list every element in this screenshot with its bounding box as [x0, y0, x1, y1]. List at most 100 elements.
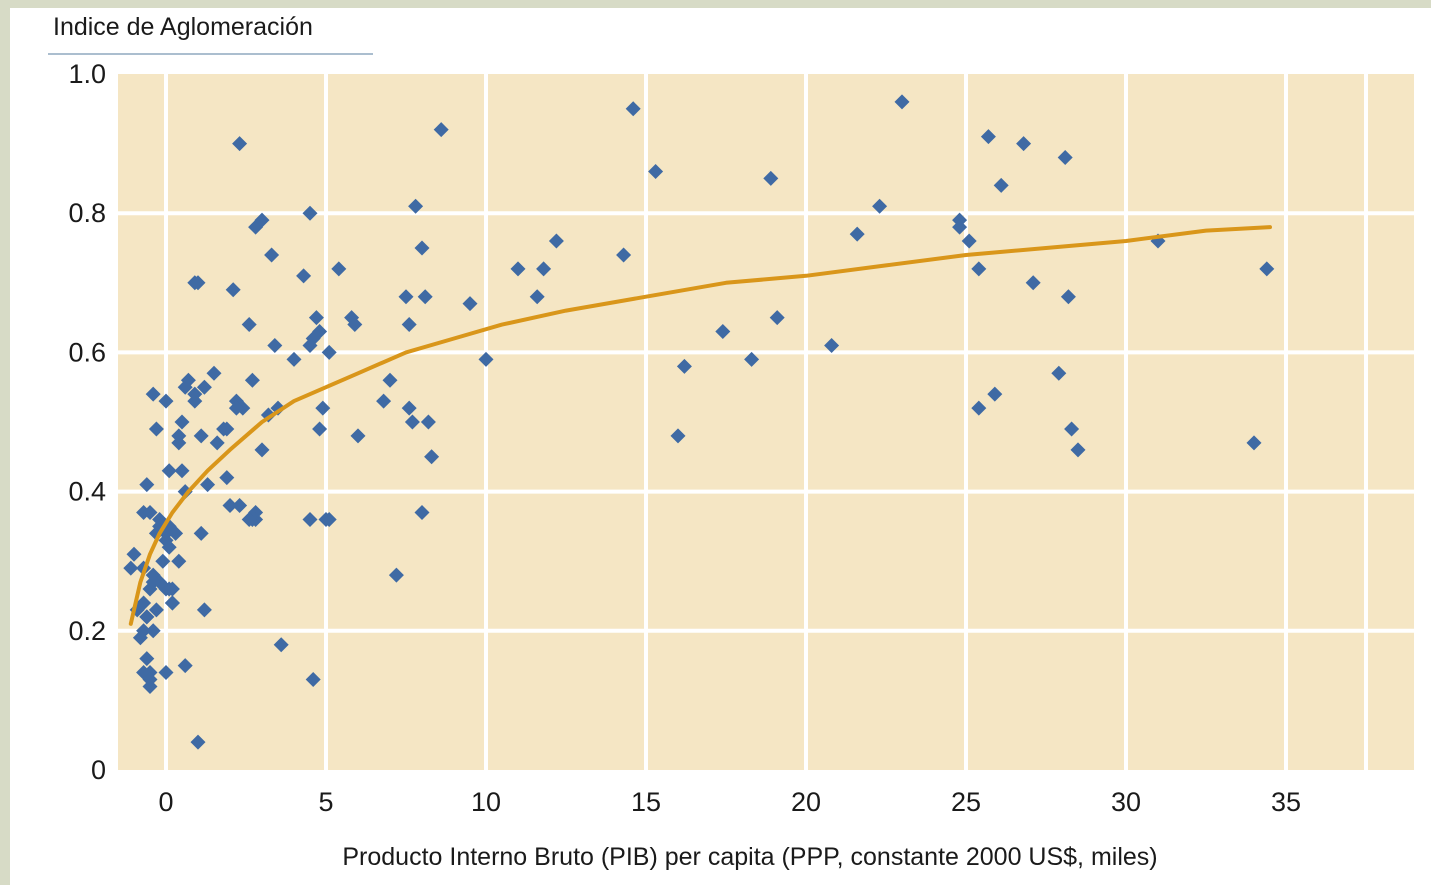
scatter-point — [1016, 136, 1032, 152]
scatter-point — [232, 498, 248, 514]
scatter-point — [401, 317, 417, 333]
scatter-point — [219, 470, 235, 486]
scatter-point — [648, 163, 664, 179]
scatter-point — [1246, 435, 1262, 451]
scatter-point — [414, 504, 430, 520]
scatter-point — [1259, 261, 1275, 277]
scatter-point — [244, 372, 260, 388]
scatter-point — [676, 358, 692, 374]
scatter-point — [254, 442, 270, 458]
scatter-point — [142, 504, 158, 520]
scatter-point — [136, 623, 152, 639]
scatter-point — [993, 177, 1009, 193]
scatter-point — [1064, 421, 1080, 437]
scatter-point — [171, 553, 187, 569]
scatter-point — [206, 365, 222, 381]
scatter-point — [961, 233, 977, 249]
scatter-point — [148, 602, 164, 618]
scatter-point — [209, 435, 225, 451]
scatter-point — [139, 609, 155, 625]
scatter-point — [225, 282, 241, 298]
x-tick-label: 25 — [951, 787, 981, 817]
grid — [118, 74, 1414, 770]
scatter-point — [126, 546, 142, 562]
scatter-point — [388, 567, 404, 583]
y-tick-label: 0 — [91, 755, 106, 785]
y-axis-label: Indice de Aglomeración — [53, 13, 313, 41]
scatter-point — [168, 525, 184, 541]
scatter-point — [148, 421, 164, 437]
scatter-point — [305, 672, 321, 688]
x-tick-label: 5 — [318, 787, 333, 817]
scatter-point — [744, 351, 760, 367]
trend-layer — [128, 225, 1272, 626]
scatter-point — [158, 665, 174, 681]
scatter-point — [763, 170, 779, 186]
scatter-point — [264, 247, 280, 263]
scatter-point — [145, 574, 161, 590]
y-tick-label: 0.8 — [68, 198, 106, 228]
scatter-point — [139, 477, 155, 493]
scatter-point — [296, 268, 312, 284]
x-tick-label: 10 — [471, 787, 501, 817]
scatter-point — [241, 317, 257, 333]
scatter-point — [404, 414, 420, 430]
scatter-point — [529, 289, 545, 305]
scatter-point — [510, 261, 526, 277]
scatter-point — [670, 428, 686, 444]
scatter-point — [398, 289, 414, 305]
scatter-point — [321, 344, 337, 360]
scatter-point — [158, 393, 174, 409]
scatter-point — [196, 379, 212, 395]
scatter-point — [420, 414, 436, 430]
scatter-point — [200, 477, 216, 493]
scatter-point — [616, 247, 632, 263]
scatter-point — [312, 421, 328, 437]
scatter-point — [302, 511, 318, 527]
scatter-point — [894, 94, 910, 110]
scatter-point — [232, 136, 248, 152]
scatter-point — [241, 511, 257, 527]
scatter-point — [417, 289, 433, 305]
scatter-point — [222, 498, 238, 514]
scatter-point — [161, 581, 177, 597]
scatter-point — [171, 428, 187, 444]
scatter-point — [1051, 365, 1067, 381]
scatter-point — [177, 484, 193, 500]
y-tick-label: 0.6 — [68, 337, 106, 367]
scatter-point — [715, 324, 731, 340]
scatter-point — [462, 296, 478, 312]
scatter-point — [382, 372, 398, 388]
scatter-point — [315, 400, 331, 416]
scatter-point — [174, 463, 190, 479]
scatter-point — [190, 734, 206, 750]
y-tick-label: 0.2 — [68, 616, 106, 646]
y-tick-label: 0.4 — [68, 477, 106, 507]
y-tick-label: 1.0 — [68, 59, 106, 89]
scatter-point — [308, 310, 324, 326]
scatter-point — [228, 400, 244, 416]
x-tick-label: 30 — [1111, 787, 1141, 817]
scatter-point — [145, 386, 161, 402]
scatter-point — [136, 595, 152, 611]
scatter-point — [952, 219, 968, 235]
scatter-point — [139, 651, 155, 667]
scatter-point — [161, 539, 177, 555]
scatter-point — [424, 449, 440, 465]
tick-labels: 0 5 10 15 20 25 30 35 0 0.2 0.4 0.6 0.8 1.0 — [68, 59, 1301, 817]
x-tick-label: 35 — [1271, 787, 1301, 817]
scatter-point — [849, 226, 865, 242]
scatter-point — [971, 261, 987, 277]
scatter-point — [824, 337, 840, 353]
scatter-point — [161, 463, 177, 479]
scatter-point — [433, 122, 449, 138]
scatter-point — [286, 351, 302, 367]
scatter-point — [302, 205, 318, 221]
scatter-point — [548, 233, 564, 249]
scatter-point — [190, 275, 206, 291]
scatter-point — [331, 261, 347, 277]
scatter-point — [123, 560, 139, 576]
scatter-point — [193, 525, 209, 541]
scatter-point — [273, 637, 289, 653]
scatter-point — [267, 337, 283, 353]
